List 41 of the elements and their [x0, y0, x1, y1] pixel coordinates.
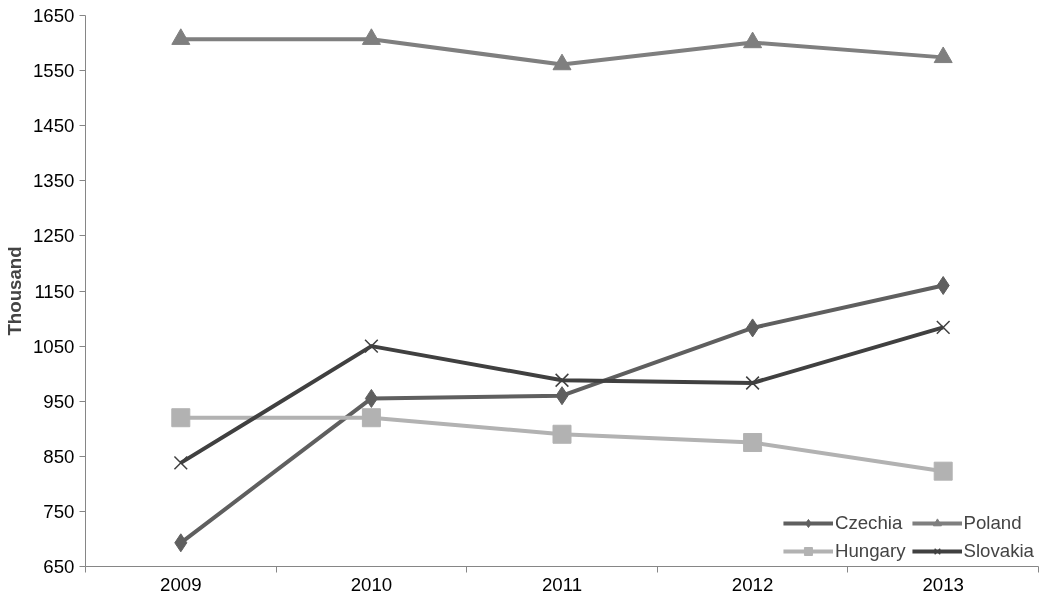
y-tick-label: 850: [43, 445, 75, 467]
y-tick-label: 1250: [33, 225, 75, 247]
point: [171, 28, 191, 45]
y-tick-label: 1550: [33, 60, 75, 82]
point: [171, 408, 191, 428]
legend-label: Hungary: [834, 540, 906, 562]
point: [743, 433, 763, 453]
y-tick-label: 650: [43, 556, 75, 577]
point: [552, 424, 572, 444]
point: [173, 455, 188, 471]
y-tick-label: 950: [43, 390, 75, 412]
point: [933, 461, 953, 481]
point: [933, 46, 953, 64]
y-tick-label: 1150: [34, 280, 75, 302]
legend-label: Poland: [963, 512, 1022, 534]
point: [361, 408, 381, 428]
x-tick-label: 2013: [922, 573, 964, 593]
y-tick-label: 1450: [33, 115, 75, 137]
legend-label: Czechia: [834, 512, 903, 534]
point: [936, 320, 951, 335]
point: [745, 375, 760, 391]
y-tick-label: 1050: [33, 335, 75, 357]
point: [364, 338, 379, 354]
point: [555, 386, 569, 406]
point: [554, 373, 570, 388]
point: [743, 31, 763, 49]
point: [552, 53, 572, 71]
y-tick-label: 1650: [33, 5, 75, 26]
y-tick-label: 1350: [33, 170, 75, 192]
x-tick-label: 2012: [731, 573, 774, 593]
y-axis-title: Thousand: [4, 246, 25, 336]
legend-label: Slovakia: [963, 540, 1034, 562]
point: [746, 318, 760, 338]
y-tick-label: 750: [43, 500, 75, 522]
x-tick-label: 2011: [541, 573, 583, 593]
point: [361, 28, 381, 45]
x-tick-label: 2009: [160, 573, 202, 593]
x-tick-label: 2010: [350, 573, 393, 593]
point: [936, 275, 950, 295]
point: [364, 388, 378, 408]
point: [174, 533, 188, 553]
